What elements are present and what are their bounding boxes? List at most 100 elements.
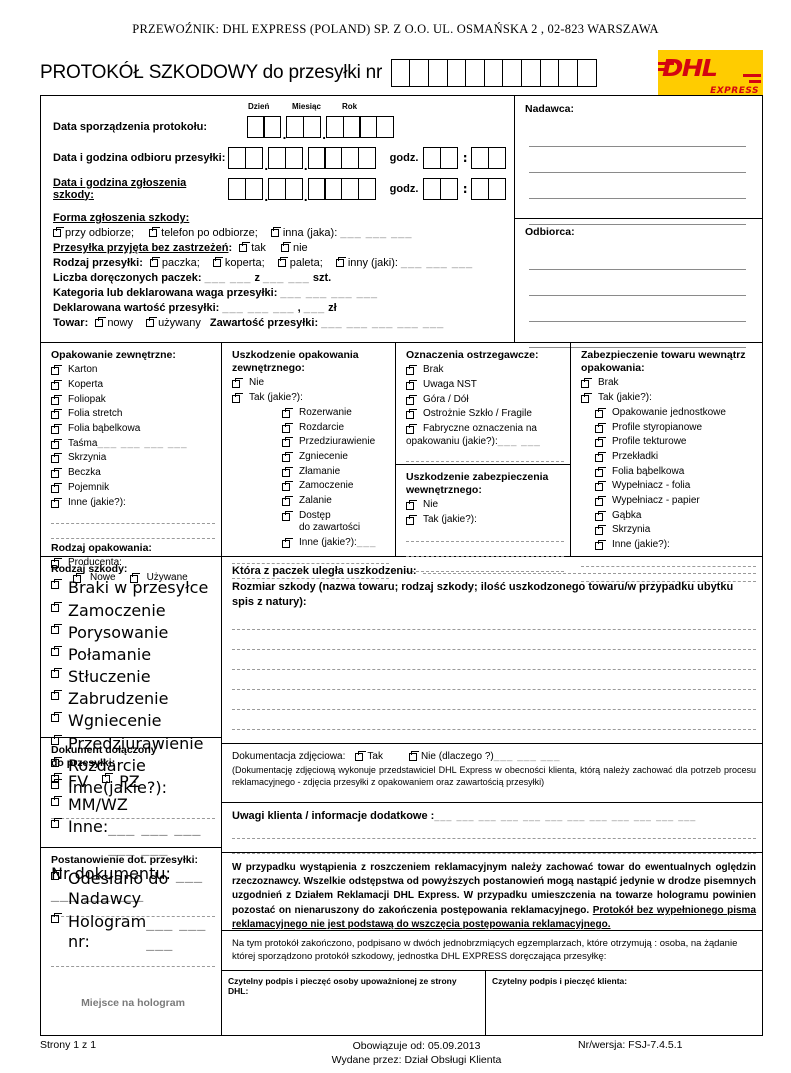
checkbox-inner-damage-yes[interactable]: [406, 515, 417, 526]
checkbox-producer[interactable]: [51, 558, 62, 569]
checkbox-damage-type-6[interactable]: [51, 712, 62, 723]
inner-protection-option[interactable]: Inne (jakie?):: [581, 539, 756, 552]
date-cell[interactable]: [439, 177, 458, 200]
date-cell[interactable]: [324, 177, 343, 200]
date-year-input[interactable]: [325, 115, 394, 138]
checkbox-outer-damage-7[interactable]: [282, 510, 293, 521]
write-line[interactable]: ___ ___ ___ ___ ___ ___ ___ ___ ___ ___ …: [434, 811, 697, 822]
outer-packaging-option[interactable]: Inne (jakie?):: [51, 497, 215, 510]
date-cell[interactable]: [488, 146, 506, 169]
write-line[interactable]: [232, 828, 756, 839]
recipient-line[interactable]: [529, 275, 746, 296]
checkbox-pallet[interactable]: [277, 257, 289, 267]
write-line[interactable]: [51, 906, 215, 917]
date-cell[interactable]: [439, 146, 458, 169]
date-cell[interactable]: [423, 177, 442, 200]
checkbox-warning-mark-4[interactable]: [406, 424, 417, 435]
inner-protection-option[interactable]: Skrzynia: [581, 524, 756, 537]
date-cell[interactable]: [307, 177, 326, 200]
date-day-input[interactable]: [228, 177, 264, 200]
write-line[interactable]: [232, 568, 389, 580]
checkbox-outer-damage-no[interactable]: [232, 378, 243, 389]
checkbox-damage-type-9[interactable]: [51, 779, 62, 789]
checkbox-at-pickup[interactable]: [53, 227, 64, 237]
outer-damage-option[interactable]: Złamanie: [232, 466, 389, 479]
inner-protection-option[interactable]: Opakowanie jednostkowe: [581, 407, 756, 420]
outer-damage-option[interactable]: Przedziurawienie: [232, 436, 389, 449]
checkbox-hologram[interactable]: [51, 912, 62, 923]
checkbox-goods-new[interactable]: [95, 317, 106, 327]
inner-protection-option[interactable]: Wypełniacz - folia: [581, 480, 756, 493]
date-cell[interactable]: [471, 177, 490, 200]
write-line[interactable]: ___ ___ ___ ___: [51, 863, 203, 902]
date-month-input[interactable]: [267, 177, 303, 200]
checkbox-inner-protection-9[interactable]: [595, 540, 606, 550]
date-cell[interactable]: [325, 115, 344, 138]
checkbox-damage-type-8[interactable]: [51, 756, 62, 767]
write-line[interactable]: ___ ___: [497, 435, 541, 447]
checkbox-inner-none[interactable]: [581, 378, 592, 389]
write-line[interactable]: [232, 719, 756, 730]
option-inner-yes[interactable]: Tak (jakie?):: [581, 392, 756, 405]
option-hologram-number[interactable]: Hologram nr: ___ ___ ___: [51, 912, 215, 952]
date-cell[interactable]: [284, 177, 303, 200]
checkbox-damage-type-1[interactable]: [51, 601, 62, 612]
outer-packaging-option[interactable]: Beczka: [51, 467, 215, 480]
write-line[interactable]: [232, 659, 756, 670]
awb-cell[interactable]: [465, 59, 486, 87]
awb-cell[interactable]: [576, 59, 597, 87]
write-line[interactable]: ___ ___ ___: [340, 227, 413, 239]
warning-mark-option[interactable]: Brak: [406, 364, 564, 377]
outer-packaging-option[interactable]: Folia bąbelkowa: [51, 423, 215, 436]
checkbox-outer-packaging-4[interactable]: [51, 424, 62, 435]
date-cell[interactable]: [246, 115, 265, 138]
date-cell[interactable]: [376, 115, 394, 138]
date-cell[interactable]: [303, 115, 321, 138]
date-cell[interactable]: [284, 146, 303, 169]
awb-cell[interactable]: [539, 59, 560, 87]
outer-damage-option[interactable]: Rozdarcie: [232, 422, 389, 435]
checkbox-inner-yes[interactable]: [581, 393, 592, 404]
checkbox-mm-wz[interactable]: [51, 795, 62, 806]
checkbox-outer-packaging-6[interactable]: [51, 453, 62, 464]
time-hour-input[interactable]: [423, 177, 458, 200]
write-line[interactable]: [232, 843, 756, 854]
checkbox-outer-packaging-7[interactable]: [51, 468, 62, 479]
warning-mark-option[interactable]: Ostrożnie Szkło / Fragile: [406, 408, 564, 421]
time-hour-input[interactable]: [423, 146, 458, 169]
date-cell[interactable]: [340, 146, 359, 169]
awb-cell[interactable]: [483, 59, 504, 87]
outer-damage-option[interactable]: Dostęp do zawartości: [232, 510, 389, 535]
write-line[interactable]: ___ ___ ___: [146, 911, 207, 951]
damage-type-option[interactable]: Braki w przesyłce: [51, 578, 215, 598]
damage-type-option[interactable]: Przedziurawienie: [51, 734, 215, 754]
write-line[interactable]: [406, 561, 564, 572]
checkbox-inner-protection-7[interactable]: [595, 510, 606, 521]
checkbox-inner-protection-0[interactable]: [595, 407, 606, 418]
checkbox-fv[interactable]: [51, 773, 62, 784]
checkbox-inner-protection-1[interactable]: [595, 422, 606, 433]
date-day-input[interactable]: [228, 146, 264, 169]
checkbox-outer-damage-4[interactable]: [282, 466, 293, 477]
write-line[interactable]: [232, 639, 756, 650]
outer-damage-option[interactable]: Rozerwanie: [232, 407, 389, 420]
date-month-input[interactable]: [267, 146, 303, 169]
date-year-input[interactable]: [307, 177, 376, 200]
date-cell[interactable]: [357, 146, 376, 169]
recipient-line[interactable]: [529, 301, 746, 322]
checkbox-damage-type-7[interactable]: [51, 734, 62, 745]
checkbox-photo-yes[interactable]: [355, 751, 366, 761]
outer-packaging-option[interactable]: Foliopak: [51, 394, 215, 407]
checkbox-warning-mark-2[interactable]: [406, 394, 417, 405]
time-minute-input[interactable]: [471, 146, 506, 169]
write-line[interactable]: [232, 679, 756, 690]
option-inner-none[interactable]: Brak: [581, 377, 756, 390]
checkbox-pz[interactable]: [102, 773, 113, 784]
damage-type-option[interactable]: Porysowanie: [51, 623, 215, 643]
checkbox-doc-other[interactable]: [51, 817, 62, 828]
outer-packaging-option[interactable]: Taśma ___ ___ ___ ___: [51, 438, 215, 451]
checkbox-damage-type-4[interactable]: [51, 668, 62, 679]
date-cell[interactable]: [324, 146, 343, 169]
damage-type-option[interactable]: Inne(jakie?):: [51, 778, 215, 798]
write-line[interactable]: [51, 956, 215, 967]
